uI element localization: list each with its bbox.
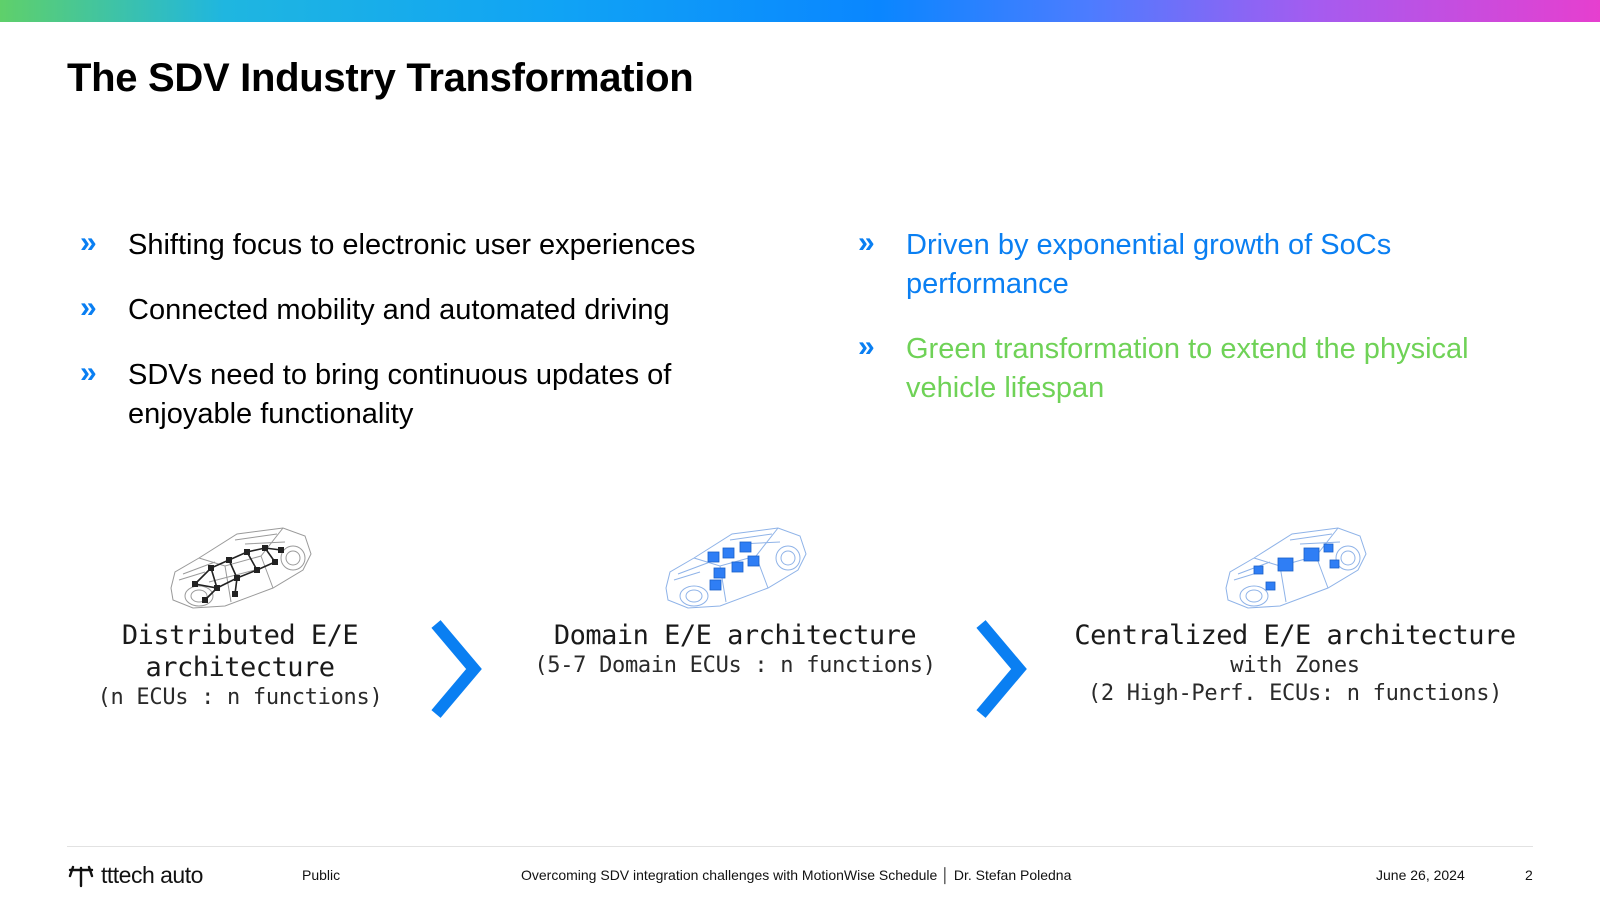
architecture-description: (n ECUs : n functions)	[97, 685, 383, 710]
footer-classification: Public	[302, 867, 341, 883]
bullet-text: Connected mobility and automated driving	[128, 294, 670, 326]
architecture-description: (2 High-Perf. ECUs: n functions)	[1087, 681, 1503, 706]
car-distributed-ecus-illustration	[170, 527, 312, 609]
large-chevron-right-icon	[976, 620, 1027, 718]
double-chevron-icon: »	[858, 226, 875, 259]
domain-architecture: Domain E/E architecture (5-7 Domain ECUs…	[500, 522, 970, 680]
footer-talk-title: Overcoming SDV integration challenges wi…	[521, 867, 1072, 883]
bullet-item: » SDVs need to bring continuous updates …	[80, 356, 780, 434]
large-chevron-right-icon	[431, 620, 482, 718]
bullet-text: Shifting focus to electronic user experi…	[128, 229, 696, 261]
bullet-item: » Green transformation to extend the phy…	[858, 330, 1498, 408]
architecture-name: Domain E/E architecture	[553, 620, 917, 651]
right-bullet-list: » Driven by exponential growth of SoCs p…	[858, 226, 1498, 408]
tttech-logo-icon	[68, 865, 94, 887]
architecture-description: (5-7 Domain ECUs : n functions)	[534, 653, 936, 678]
bullet-text-green: Green transformation to extend the physi…	[906, 333, 1469, 404]
car-domain-ecus-illustration	[665, 527, 807, 609]
double-chevron-icon: »	[80, 291, 97, 324]
slide-title: The SDV Industry Transformation	[67, 56, 694, 100]
bullet-item: » Shifting focus to electronic user expe…	[80, 226, 780, 265]
footer-date: June 26, 2024	[1376, 867, 1465, 883]
architecture-name: Centralized E/E architecture	[1074, 620, 1516, 651]
page-number: 2	[1525, 867, 1533, 883]
centralized-architecture: Centralized E/E architecture with Zones …	[1050, 522, 1540, 708]
tttech-auto-logo: tttech auto	[67, 862, 203, 889]
architecture-name: Distributed E/E architecture	[121, 620, 359, 683]
bullet-text-blue: Driven by exponential growth of SoCs per…	[906, 229, 1392, 300]
footer-divider	[67, 846, 1533, 847]
distributed-architecture: Distributed E/E architecture (n ECUs : n…	[60, 522, 420, 712]
car-centralized-ecus-illustration	[1225, 527, 1367, 609]
gradient-top-bar	[0, 0, 1600, 22]
logo-text: tttech auto	[101, 862, 203, 888]
left-bullet-list: » Shifting focus to electronic user expe…	[80, 226, 780, 434]
double-chevron-icon: »	[80, 356, 97, 389]
double-chevron-icon: »	[858, 330, 875, 363]
bullet-item: » Driven by exponential growth of SoCs p…	[858, 226, 1498, 304]
architecture-description-zones: with Zones	[1230, 653, 1360, 678]
double-chevron-icon: »	[80, 226, 97, 259]
bullet-item: » Connected mobility and automated drivi…	[80, 291, 780, 330]
bullet-text: SDVs need to bring continuous updates of…	[128, 359, 672, 430]
